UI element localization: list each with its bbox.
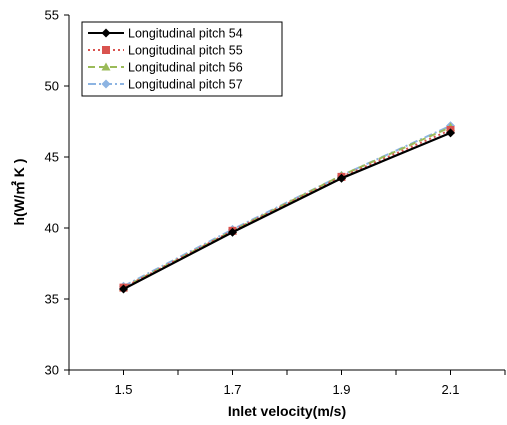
y-tick-label: 30 xyxy=(45,363,59,378)
legend-marker xyxy=(101,62,111,71)
x-tick-label: 2.1 xyxy=(441,382,459,397)
y-axis-ticks: 30 35 40 45 50 55 xyxy=(45,8,69,378)
data-point xyxy=(119,284,128,294)
data-point xyxy=(228,227,237,237)
y-axis-title: h(W/㎡ K ) xyxy=(11,159,27,226)
series-line xyxy=(122,131,451,291)
legend: Longitudinal pitch 54 Longitudinal pitch … xyxy=(81,21,283,97)
legend-marker xyxy=(101,28,111,38)
legend-marker xyxy=(101,79,111,89)
legend-entry: Longitudinal pitch 55 xyxy=(88,44,243,58)
data-point xyxy=(337,173,346,183)
x-tick-label: 1.7 xyxy=(223,382,241,397)
legend-entry: Longitudinal pitch 57 xyxy=(88,78,243,92)
series-layer xyxy=(119,121,455,294)
legend-entry: Longitudinal pitch 56 xyxy=(88,61,243,75)
series-1 xyxy=(119,128,455,294)
x-axis-ticks: 1.5 1.7 1.9 2.1 xyxy=(68,370,506,397)
legend-marker xyxy=(102,46,110,54)
legend-label: Longitudinal pitch 56 xyxy=(128,61,243,75)
x-tick-label: 1.5 xyxy=(114,382,132,397)
y-tick-label: 40 xyxy=(45,221,59,236)
y-tick-label: 35 xyxy=(45,292,59,307)
x-axis-title: Inlet velocity(m/s) xyxy=(228,403,346,419)
y-tick-label: 45 xyxy=(45,150,59,165)
legend-label: Longitudinal pitch 54 xyxy=(128,27,243,41)
series-line xyxy=(123,129,451,289)
y-tick-label: 55 xyxy=(45,8,59,23)
data-point xyxy=(446,128,455,138)
series-line xyxy=(123,124,451,288)
legend-entry: Longitudinal pitch 54 xyxy=(88,27,243,41)
legend-label: Longitudinal pitch 57 xyxy=(128,78,243,92)
y-tick-label: 50 xyxy=(45,79,59,94)
legend-label: Longitudinal pitch 55 xyxy=(128,44,243,58)
x-tick-label: 1.9 xyxy=(332,382,350,397)
